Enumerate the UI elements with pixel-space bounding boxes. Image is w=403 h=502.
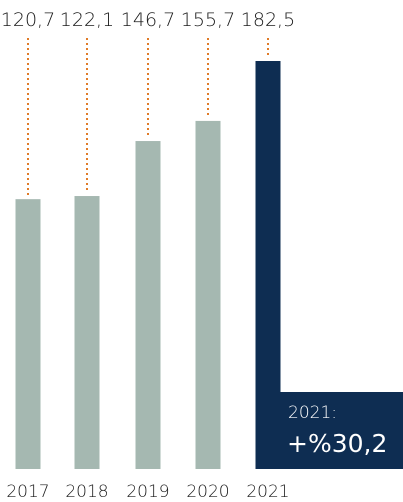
bar-2019 (135, 141, 161, 469)
callout-background (255, 392, 403, 469)
callout-change-value: +%30,2 (287, 429, 387, 458)
value-label-2018: 122,1 (60, 9, 114, 31)
leader-lines-group (27, 38, 269, 197)
bar-2018 (74, 196, 100, 469)
callout-box: 2021: +%30,2 (255, 392, 403, 469)
bars-group (15, 61, 281, 469)
value-label-2021: 182,5 (241, 9, 295, 31)
bar-2017 (15, 199, 41, 469)
callout-year-label: 2021: (288, 403, 337, 423)
year-label-2019: 2019 (126, 482, 169, 502)
value-label-2020: 155,7 (181, 9, 235, 31)
value-label-2019: 146,7 (121, 9, 175, 31)
year-label-2018: 2018 (65, 482, 108, 502)
year-label-2020: 2020 (186, 482, 229, 502)
value-labels-group: 120,7 122,1 146,7 155,7 182,5 (1, 9, 295, 31)
value-label-2017: 120,7 (1, 9, 55, 31)
year-labels-group: 2017 2018 2019 2020 2021 (6, 482, 289, 502)
year-label-2021: 2021 (246, 482, 289, 502)
bar-2020 (195, 120, 221, 469)
year-label-2017: 2017 (6, 482, 49, 502)
